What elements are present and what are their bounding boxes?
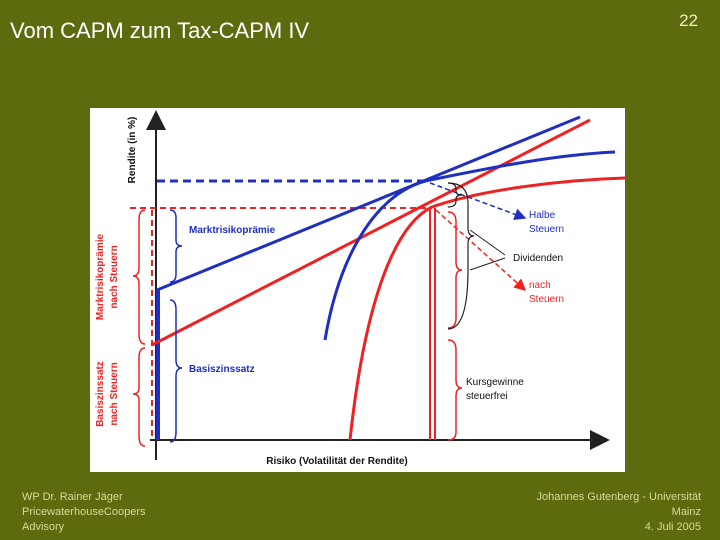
diagram-area <box>90 108 625 472</box>
inner-label: Basiszinssatz <box>189 364 255 375</box>
y-axis-label: Rendite (in %) <box>127 117 138 184</box>
right-label: Dividenden <box>513 253 563 264</box>
diagram-shapes <box>130 110 626 460</box>
right-label: steuerfrei <box>466 391 508 402</box>
left-label: nach Steuern <box>109 362 120 425</box>
right-label: Halbe <box>529 210 556 221</box>
footer-right: 4. Juli 2005 <box>645 521 701 533</box>
footer-right: Mainz <box>672 506 701 518</box>
right-label: Steuern <box>529 294 564 305</box>
title: Vom CAPM zum Tax-CAPM IV <box>10 18 309 43</box>
footer-left: WP Dr. Rainer Jäger <box>22 491 123 503</box>
x-axis-label: Risiko (Volatilität der Rendite) <box>266 456 408 467</box>
left-label: nach Steuern <box>109 245 120 308</box>
right-label: nach <box>529 280 551 291</box>
footer-right: Johannes Gutenberg - Universität <box>537 491 701 503</box>
inner-label: Marktrisikoprämie <box>189 225 276 236</box>
left-label: Marktrisikoprämie <box>95 233 106 320</box>
right-label: Steuern <box>529 224 564 235</box>
footer-left: Advisory <box>22 521 65 533</box>
right-label: Kursgewinne <box>466 377 524 388</box>
footer-left: PricewaterhouseCoopers <box>22 506 146 518</box>
left-label: Basiszinssatz <box>95 361 106 427</box>
page-number: 22 <box>679 11 698 30</box>
